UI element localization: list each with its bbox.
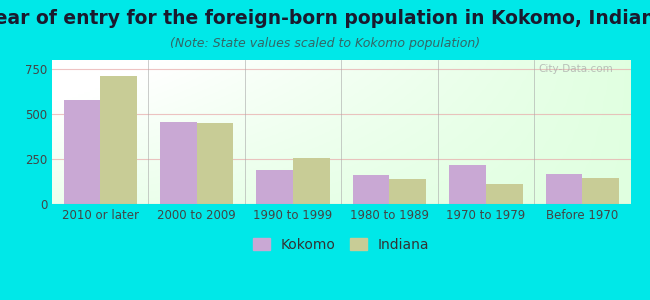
Bar xyxy=(293,158,330,204)
Bar xyxy=(582,178,619,204)
Bar xyxy=(486,184,523,204)
Bar xyxy=(196,123,233,204)
Text: City-Data.com: City-Data.com xyxy=(538,64,613,74)
Bar xyxy=(160,122,196,204)
Bar xyxy=(256,170,293,204)
Bar xyxy=(100,76,137,204)
Legend: Kokomo, Indiana: Kokomo, Indiana xyxy=(248,232,435,257)
Bar xyxy=(353,175,389,204)
Bar xyxy=(449,165,486,204)
Text: Year of entry for the foreign-born population in Kokomo, Indiana: Year of entry for the foreign-born popul… xyxy=(0,9,650,28)
Text: (Note: State values scaled to Kokomo population): (Note: State values scaled to Kokomo pop… xyxy=(170,38,480,50)
Bar xyxy=(389,179,426,204)
Bar xyxy=(545,174,582,204)
Bar xyxy=(64,100,100,204)
